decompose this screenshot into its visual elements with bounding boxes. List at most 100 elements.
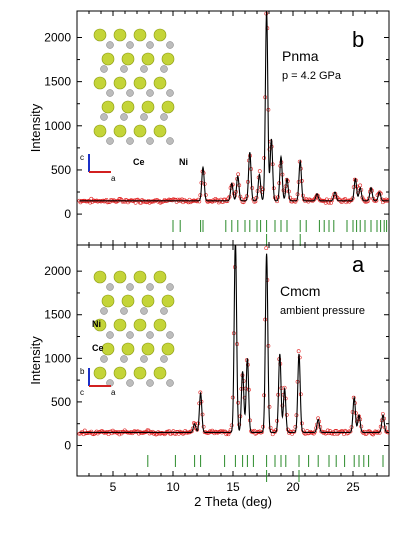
ce-atom (121, 52, 135, 66)
x-tick-label: 25 (346, 480, 360, 494)
y-axis-label: Intensity (28, 336, 43, 385)
ni-atom (100, 307, 108, 315)
ce-atom (113, 270, 127, 284)
y-tick-label: 500 (51, 163, 71, 177)
ni-atom (146, 283, 154, 291)
plot-area (77, 11, 389, 205)
ni-atom (146, 41, 154, 49)
observed-point (177, 429, 182, 434)
phase-label: Pnma (282, 48, 319, 64)
ce-atom (101, 52, 115, 66)
observed-point (257, 169, 262, 174)
ce-atom (161, 52, 175, 66)
observed-point (104, 197, 109, 202)
observed-point (308, 429, 313, 434)
ni-atom (160, 65, 168, 73)
observed-point (296, 349, 301, 354)
ni-atom (140, 113, 148, 121)
observed-point (355, 419, 359, 424)
ce-atom (113, 28, 127, 42)
ni-atom (126, 331, 134, 339)
x-tick-label: 15 (226, 480, 240, 494)
observed-point (311, 198, 316, 202)
observed-point (152, 199, 156, 204)
ni-atom (100, 113, 108, 121)
ni-atom (146, 331, 154, 339)
ni-atom (166, 137, 174, 145)
ni-atom (160, 355, 168, 363)
ce-atom (93, 366, 107, 380)
y-tick-label: 1500 (44, 308, 71, 322)
ce-atom (133, 318, 147, 332)
observed-point (294, 197, 299, 202)
observed-point (150, 429, 155, 434)
observed-point (253, 199, 258, 204)
observed-point (237, 422, 242, 427)
y-tick-label: 1000 (44, 119, 71, 133)
ni-atom (146, 89, 154, 97)
ni-atom (120, 307, 128, 315)
ni-atom (140, 65, 148, 73)
y-tick-label: 0 (64, 207, 71, 221)
ce-atom (153, 124, 167, 138)
axis-letter: a (111, 388, 116, 397)
ce-atom (161, 342, 175, 356)
observed-point (264, 246, 269, 251)
ni-atom (160, 307, 168, 315)
panel-letter: a (352, 252, 365, 277)
ce-atom (153, 76, 167, 90)
ni-atom (160, 113, 168, 121)
observed-point (368, 429, 372, 434)
ni-atom (106, 331, 114, 339)
observed-point (292, 429, 297, 434)
ce-atom (121, 294, 135, 308)
ni-atom (106, 89, 114, 97)
ni-atom (166, 89, 174, 97)
panel-letter: b (352, 27, 364, 52)
calculated-line (79, 245, 389, 433)
condition-label: ambient pressure (280, 305, 365, 317)
observed-point (140, 198, 144, 202)
ce-atom (133, 270, 147, 284)
atom-label: Ni (179, 157, 188, 167)
phase-label: Cmcm (280, 283, 320, 299)
atom-label: Ce (92, 343, 104, 353)
ni-atom (120, 355, 128, 363)
observed-point (293, 424, 298, 429)
x-tick-label: 20 (286, 480, 300, 494)
observed-point (293, 199, 298, 204)
y-tick-label: 500 (51, 395, 71, 409)
calculated-line (79, 11, 389, 202)
ni-atom (166, 283, 174, 291)
x-axis-label: 2 Theta (deg) (194, 494, 272, 509)
axis-letter: c (80, 153, 84, 162)
ni-atom (120, 65, 128, 73)
ce-atom (113, 318, 127, 332)
condition-label: p = 4.2 GPa (282, 70, 342, 82)
observed-point (356, 190, 360, 195)
ce-atom (153, 270, 167, 284)
panel-a: 0 500 1000 1500 2000 5 10 15 20 25 Intensity 2 Thet… (28, 244, 390, 509)
ce-atom (121, 342, 135, 356)
ni-atom (166, 331, 174, 339)
observed-point (130, 431, 135, 436)
ce-atom (113, 124, 127, 138)
x-tick-label: 5 (110, 480, 117, 494)
crystal-structure-inset: Ni Ce b a c (80, 270, 175, 397)
ni-atom (126, 137, 134, 145)
observed-point (348, 429, 353, 434)
ni-atom (146, 379, 154, 387)
observed-point (89, 196, 94, 201)
ce-atom (153, 28, 167, 42)
observed-point (358, 183, 363, 188)
panel-b: 0 500 1000 1500 2000 Intensity Pnma p = 4.2 GPa… (28, 10, 390, 246)
x-tick-label: 10 (166, 480, 180, 494)
ce-atom (133, 76, 147, 90)
ce-atom (101, 294, 115, 308)
y-tick-label: 2000 (44, 264, 71, 278)
ni-atom (106, 41, 114, 49)
ce-atom (141, 100, 155, 114)
ce-atom (141, 294, 155, 308)
y-axis-label: Intensity (28, 103, 43, 152)
